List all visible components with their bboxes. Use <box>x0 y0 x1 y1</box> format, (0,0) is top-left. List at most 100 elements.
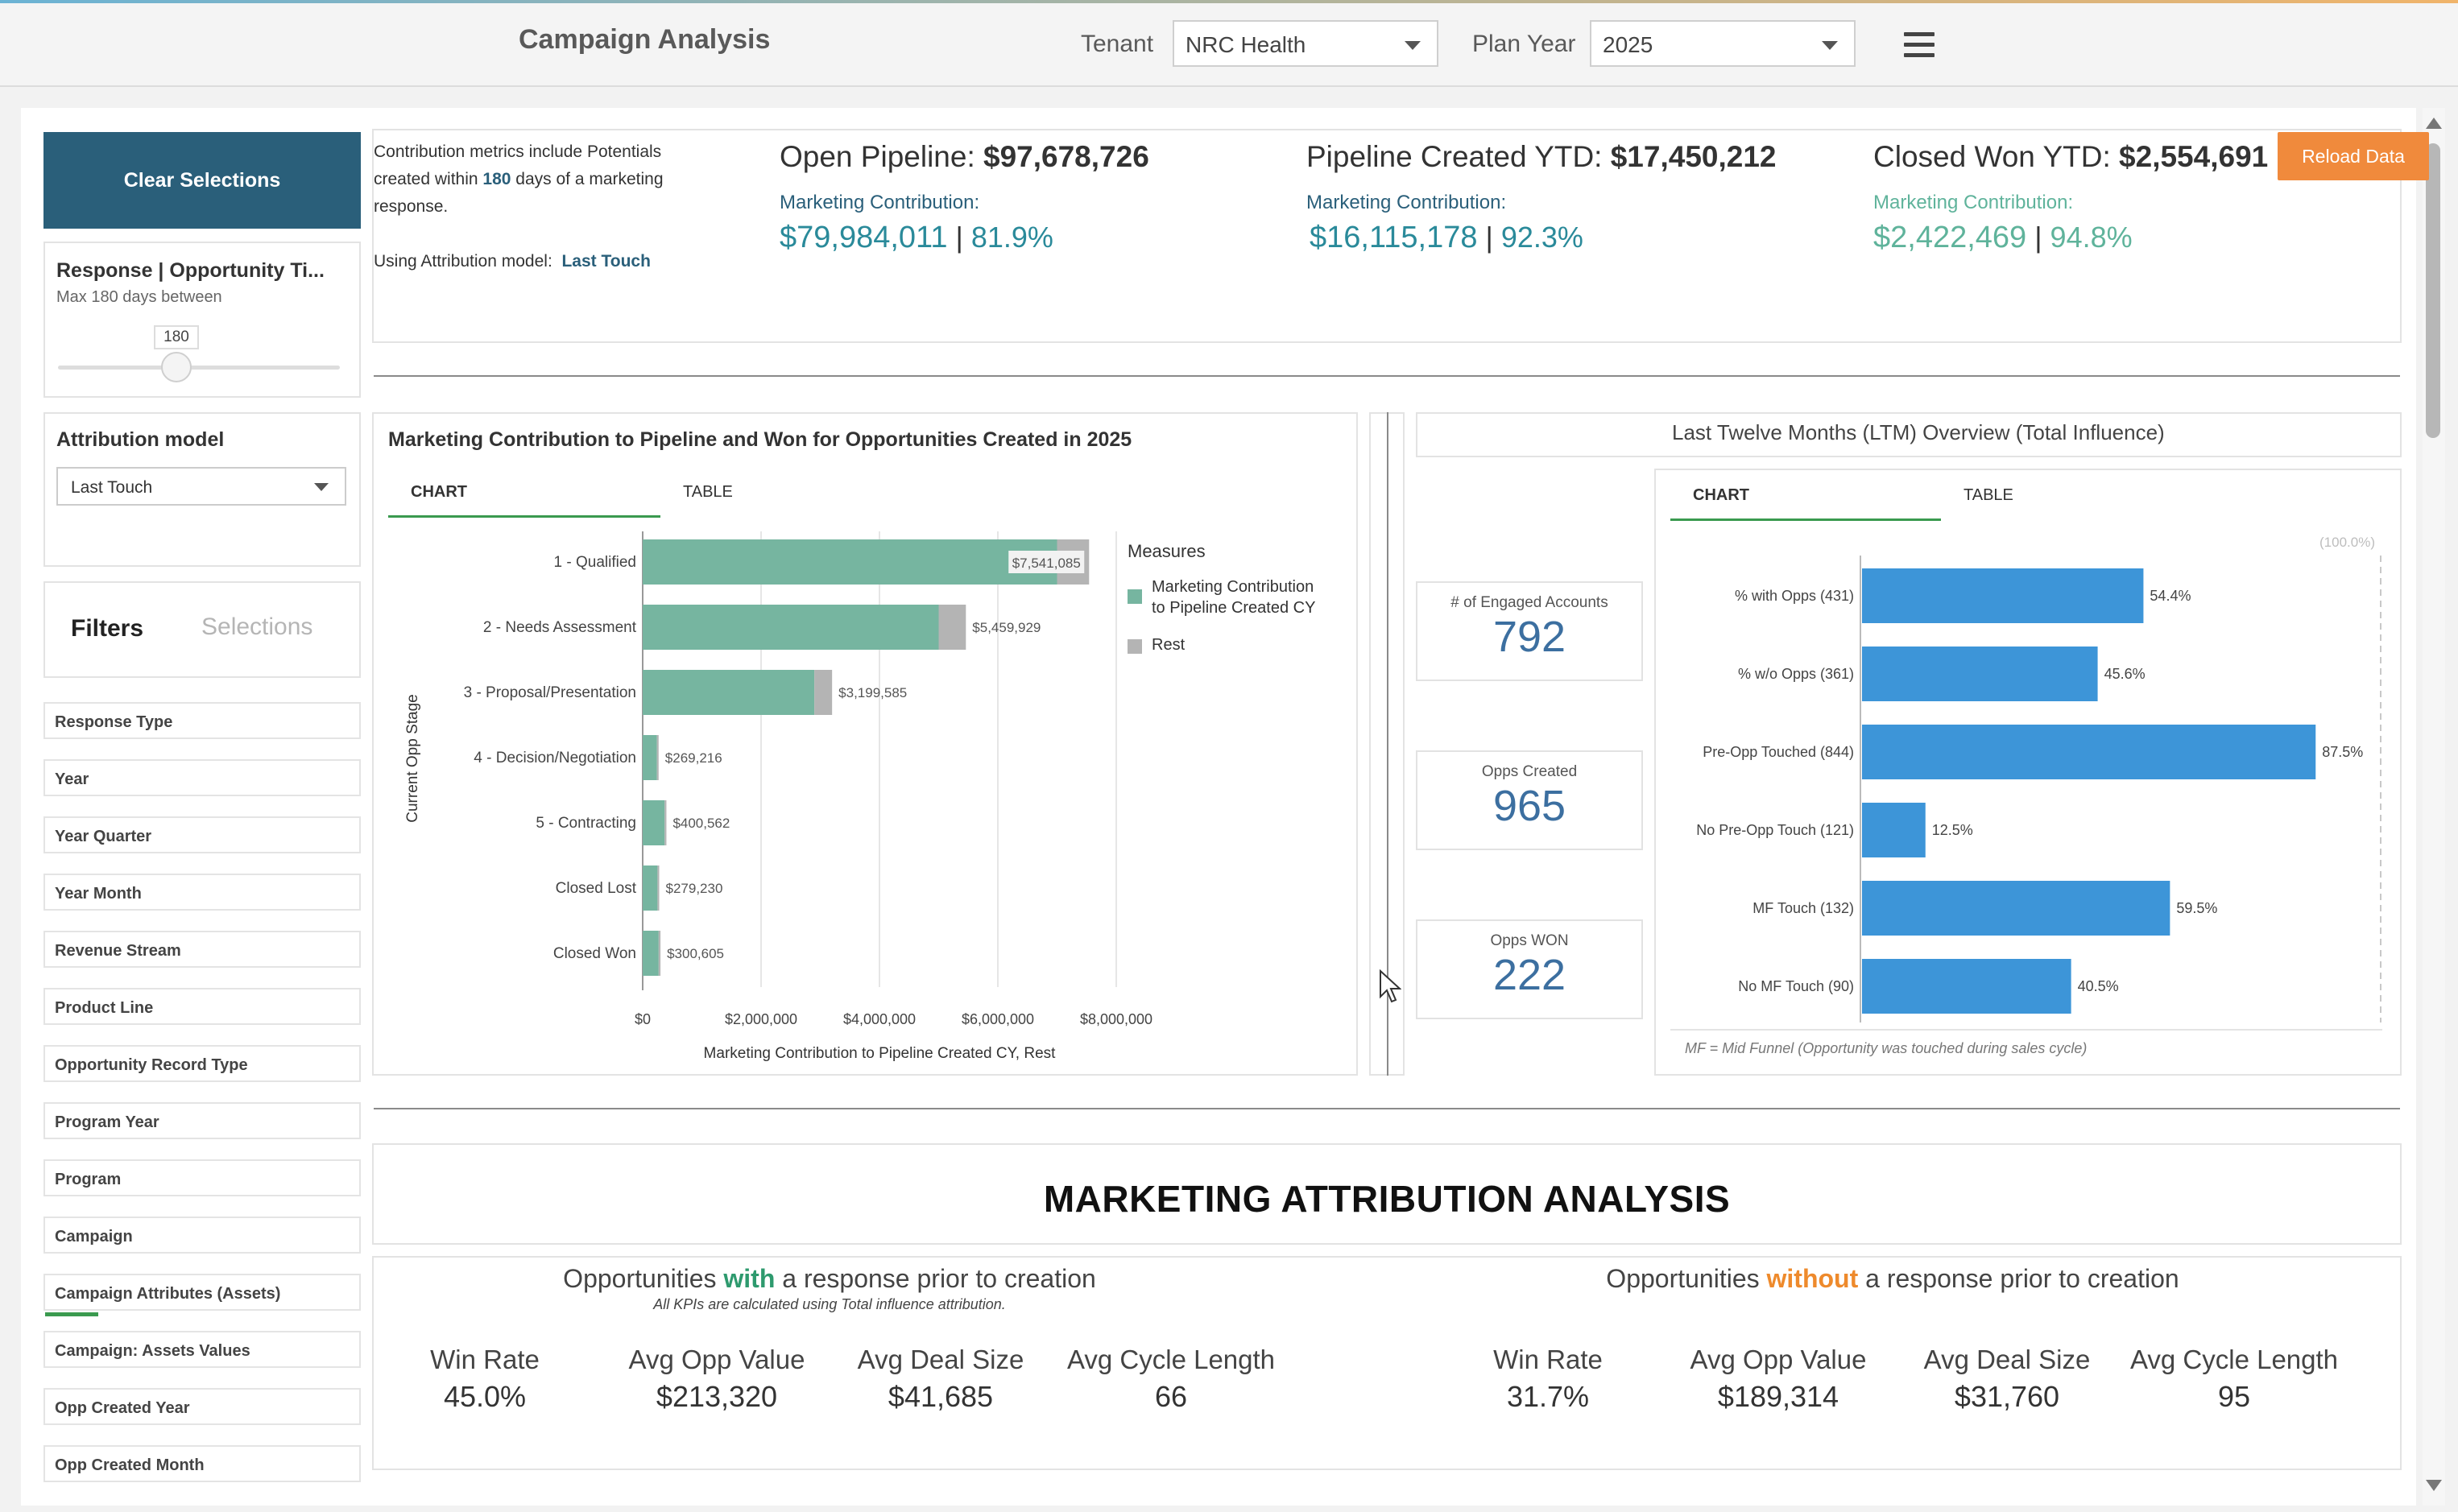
bar[interactable] <box>1862 725 2316 779</box>
filter-item[interactable]: Program <box>43 1159 361 1196</box>
legend-swatch-rest <box>1128 639 1142 654</box>
filter-item[interactable]: Year <box>43 759 361 796</box>
chevron-down-icon <box>1822 41 1838 50</box>
metric-label: Win Rate <box>1493 1345 1603 1374</box>
scroll-up-icon[interactable] <box>2426 118 2442 129</box>
metric-label: Avg Opp Value <box>628 1345 805 1374</box>
clear-selections-button[interactable]: Clear Selections <box>43 132 361 229</box>
filter-item[interactable]: Opportunity Record Type <box>43 1045 361 1082</box>
tenant-select[interactable]: NRC Health <box>1173 20 1438 67</box>
bar-segment[interactable] <box>814 670 833 715</box>
bar-segment[interactable] <box>643 670 815 715</box>
pipeline-created-kpi: Pipeline Created YTD: $17,450,212 <box>1306 140 1777 173</box>
attribution-select[interactable]: Last Touch <box>56 467 346 506</box>
filter-item[interactable]: Opp Created Year <box>43 1388 361 1425</box>
engaged-accounts-card: # of Engaged Accounts 792 <box>1416 581 1643 681</box>
bar-segment[interactable] <box>658 931 661 976</box>
slider-value: 180 <box>154 325 199 349</box>
plan-year-value: 2025 <box>1603 32 1653 57</box>
x-tick-label: $2,000,000 <box>725 1011 797 1027</box>
reload-data-button[interactable]: Reload Data <box>2278 132 2429 180</box>
note-line: Contribution metrics include Potentials <box>374 143 662 161</box>
contribution-chart-panel <box>372 412 1358 1076</box>
scroll-down-icon[interactable] <box>2426 1480 2442 1491</box>
mc-label: Marketing Contribution: <box>1306 192 1507 213</box>
metric-value: $31,760 <box>1954 1380 2060 1413</box>
reference-line-label: (100.0%) <box>2319 535 2375 550</box>
tab-chart[interactable]: CHART <box>411 483 467 501</box>
legend-contribution: Marketing Contribution to Pipeline Create… <box>1152 578 1316 617</box>
mc-label: Marketing Contribution: <box>780 192 980 213</box>
bar-segment[interactable] <box>643 539 1057 585</box>
splitter-line <box>1387 412 1388 1076</box>
ltm-bar-chart: % with Opps (431) 54.4% % w/o Opps (361) 45… <box>1696 556 2381 1022</box>
data-label: 45.6% <box>2104 666 2146 682</box>
attribution-title-panel <box>372 1143 2402 1245</box>
plan-year-select[interactable]: 2025 <box>1590 20 1856 67</box>
bar-segment[interactable] <box>643 865 658 911</box>
metric-value: 95 <box>2217 1380 2251 1413</box>
slider-track[interactable] <box>58 366 340 370</box>
bar-segment[interactable] <box>664 800 667 845</box>
attribution-note: All KPIs are calculated using Total infl… <box>653 1296 1006 1312</box>
filters-tabs-panel <box>43 581 361 678</box>
open-pipeline-mc: $79,984,011 | 81.9% <box>780 221 1053 254</box>
tab-selections[interactable]: Selections <box>201 613 313 640</box>
data-label: $279,230 <box>666 881 723 896</box>
bar-segment[interactable] <box>643 931 659 976</box>
filter-item[interactable]: Revenue Stream <box>43 931 361 968</box>
opps-won-value: 222 <box>1492 951 1566 999</box>
category-label: Closed Lost <box>556 880 637 897</box>
mouse-cursor-icon <box>1380 969 1401 1003</box>
tab-ltm-chart[interactable]: CHART <box>1693 486 1749 504</box>
data-label: $269,216 <box>665 750 722 766</box>
y-axis-title: Current Opp Stage <box>404 694 421 822</box>
bar[interactable] <box>1862 568 2144 623</box>
data-label: 59.5% <box>2176 900 2217 916</box>
filter-item[interactable]: Program Year <box>43 1102 361 1139</box>
scrollbar-thumb[interactable] <box>2426 143 2440 438</box>
note-line: created within 180 days of a marketing <box>374 170 664 188</box>
attribution-select-value: Last Touch <box>71 478 153 497</box>
filter-item[interactable]: Campaign <box>43 1217 361 1254</box>
bar-segment[interactable] <box>643 605 939 650</box>
bar-segment[interactable] <box>643 800 665 845</box>
metric-label: Avg Deal Size <box>857 1345 1024 1374</box>
filter-item[interactable]: Campaign Attributes (Assets) <box>43 1274 361 1311</box>
filter-item[interactable]: Response Type <box>43 702 361 739</box>
x-tick-label: $0 <box>635 1011 651 1027</box>
data-label: 12.5% <box>1932 822 1973 838</box>
opps-created-label: Opps Created <box>1481 763 1578 780</box>
bar[interactable] <box>1862 959 2071 1014</box>
bar[interactable] <box>1862 881 2170 936</box>
pipeline-created-mc: $16,115,178 | 92.3% <box>1310 221 1583 254</box>
mc-label: Marketing Contribution: <box>1873 192 2074 213</box>
legend-title: Measures <box>1128 541 1206 561</box>
metric-value: 31.7% <box>1506 1380 1590 1413</box>
filter-item[interactable]: Opp Created Month <box>43 1445 361 1482</box>
filter-item[interactable]: Product Line <box>43 988 361 1025</box>
bar[interactable] <box>1862 803 1926 857</box>
bar-segment[interactable] <box>643 735 657 780</box>
note-line: response. <box>374 197 449 216</box>
data-label: $5,459,929 <box>972 620 1041 635</box>
data-label: $400,562 <box>672 816 730 831</box>
filter-item[interactable]: Campaign: Assets Values <box>43 1331 361 1368</box>
x-tick-label: $8,000,000 <box>1080 1011 1152 1027</box>
slider-handle[interactable] <box>161 352 192 382</box>
category-label: 2 - Needs Assessment <box>483 619 637 636</box>
legend-swatch-contribution <box>1128 589 1142 604</box>
opps-created-card: Opps Created 965 <box>1416 750 1643 850</box>
bar-segment[interactable] <box>656 735 659 780</box>
bar-segment[interactable] <box>657 865 660 911</box>
filter-item[interactable]: Year Month <box>43 874 361 911</box>
tab-table[interactable]: TABLE <box>683 483 733 501</box>
tab-ltm-table[interactable]: TABLE <box>1964 486 2013 504</box>
tab-filters[interactable]: Filters <box>71 615 144 642</box>
bar[interactable] <box>1862 647 2098 701</box>
filter-item[interactable]: Year Quarter <box>43 816 361 853</box>
hamburger-icon[interactable] <box>1904 32 1935 58</box>
metric-label: Avg Opp Value <box>1690 1345 1867 1374</box>
slider-subtitle: Max 180 days between <box>56 288 222 306</box>
bar-segment[interactable] <box>938 605 966 650</box>
